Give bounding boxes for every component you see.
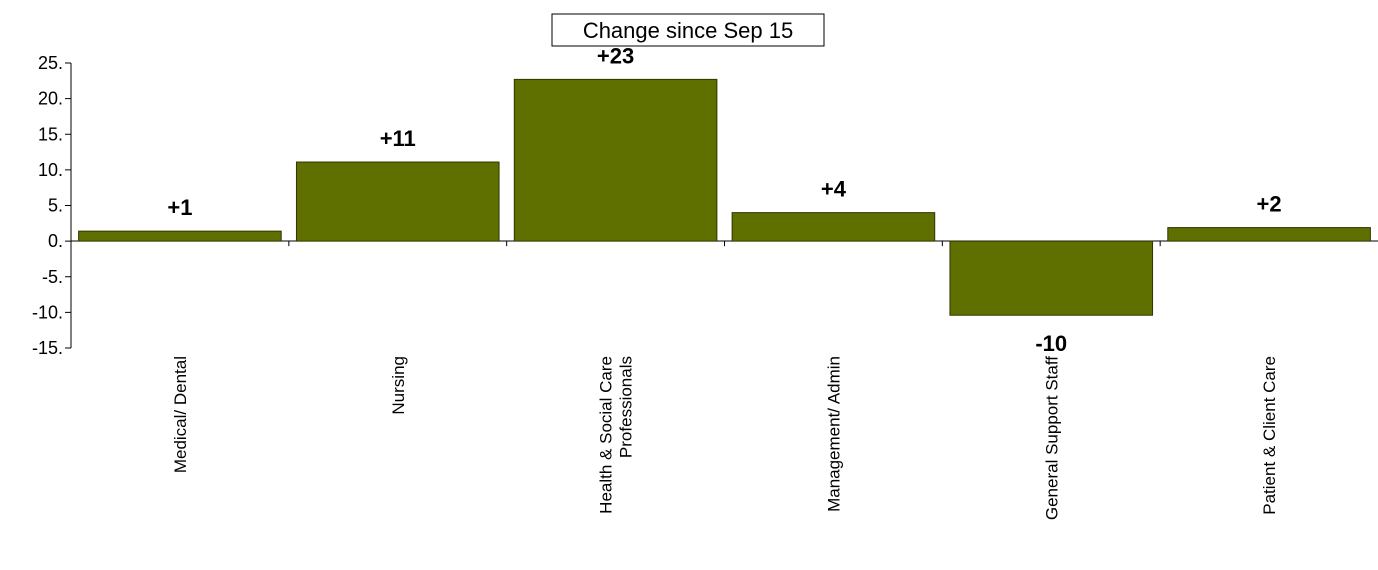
chart-title: Change since Sep 15 [583, 18, 793, 43]
bar [949, 240, 1154, 316]
y-tick-label: 20. [38, 89, 63, 109]
y-tick-label: 25. [38, 53, 63, 73]
category-label: Patient & Client Care [1260, 356, 1279, 515]
bar [731, 212, 936, 242]
y-axis-ticks: 25. 20. 15. 10. 5. 0. -5. -10. -15. [32, 53, 71, 358]
data-label: -10 [1035, 331, 1067, 356]
y-tick-label: -15. [32, 338, 63, 358]
x-axis-ticks [288, 241, 1161, 247]
data-label: +1 [167, 195, 192, 220]
category-label: Health & Social Care [597, 356, 616, 514]
data-label: +11 [380, 126, 416, 151]
y-tick-label: -5. [42, 267, 63, 287]
category-label: Nursing [389, 356, 408, 415]
data-label: +2 [1257, 192, 1282, 217]
category-labels-group: Medical/ Dental Nursing Health & Social Ca… [171, 356, 1279, 520]
chart-title-group: Change since Sep 15 [551, 13, 825, 47]
data-labels-group: +1 +11 +23 +4 -10 +2 [167, 43, 1281, 356]
y-tick-label: 10. [38, 160, 63, 180]
y-tick-label: 15. [38, 124, 63, 144]
data-label: +4 [821, 177, 847, 202]
bars-group [78, 78, 1371, 316]
chart-title-box [551, 13, 825, 47]
bar [1167, 227, 1371, 242]
y-tick-label: 0. [48, 231, 63, 251]
y-tick-label: 5. [48, 196, 63, 216]
bar [295, 161, 500, 242]
category-label: Professionals [617, 356, 636, 458]
bar [513, 78, 718, 242]
bar [78, 230, 282, 242]
y-tick-label: -10. [32, 302, 63, 322]
category-label: Management/ Admin [824, 356, 843, 512]
category-label: General Support Staff [1042, 356, 1061, 520]
data-label: +23 [597, 43, 634, 68]
category-label: Medical/ Dental [171, 356, 190, 473]
